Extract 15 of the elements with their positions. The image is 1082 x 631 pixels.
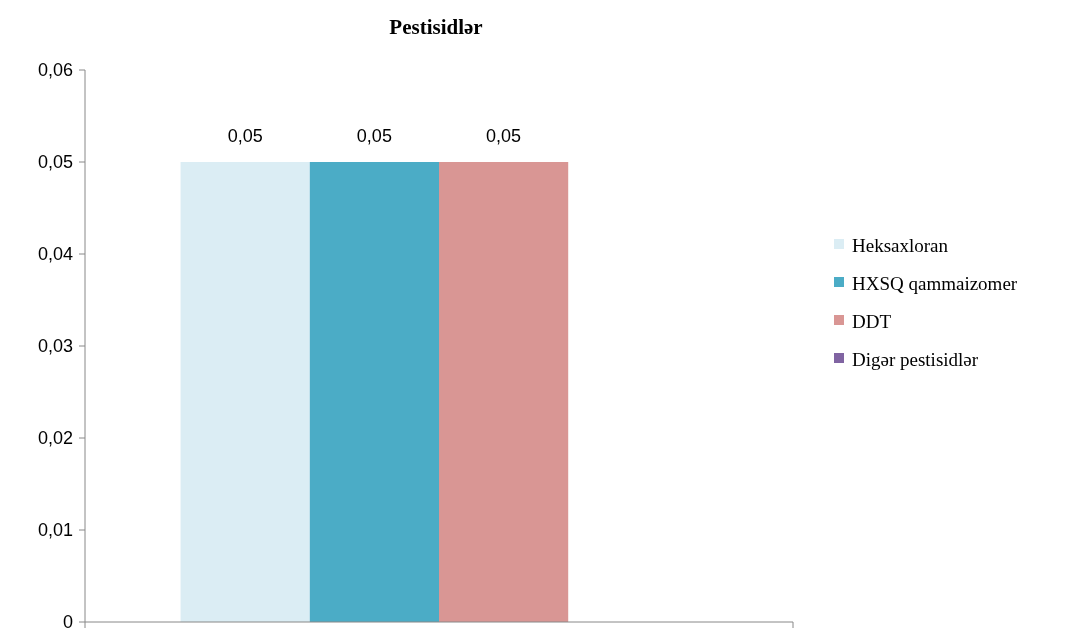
y-tick-label: 0,03 [37, 336, 73, 357]
legend-label: HXSQ qammaizomer [852, 272, 1018, 294]
legend-label: DDT [852, 310, 892, 332]
data-label: 0,05 [486, 126, 522, 146]
y-tick-label: 0 [62, 612, 73, 631]
data-label: 0,05 [227, 126, 263, 146]
chart-title: Pestisidlər [389, 15, 483, 39]
y-tick-label: 0,01 [37, 520, 73, 541]
y-tick-label: 0,04 [37, 244, 73, 265]
data-label: 0,05 [356, 126, 392, 146]
legend-label: Heksaxloran [852, 234, 949, 256]
y-tick-label: 0,02 [37, 428, 73, 449]
y-tick-label: 0,05 [37, 152, 73, 173]
legend-label: Digər pestisidlər [852, 348, 979, 370]
y-tick-label: 0,06 [37, 60, 73, 81]
